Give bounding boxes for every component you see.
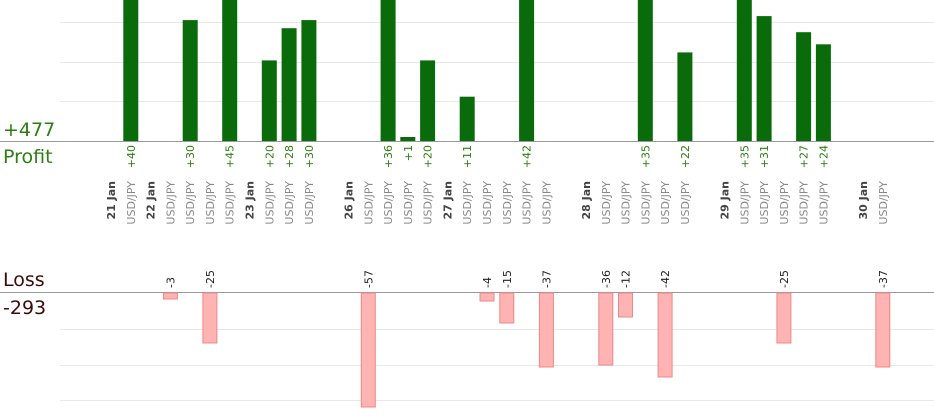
date-label: 29 Jan xyxy=(719,181,732,219)
pair-label: USD/JPY xyxy=(778,181,791,225)
pair-label: USD/JPY xyxy=(422,181,435,225)
pair-label: USD/JPY xyxy=(639,181,652,225)
pair-label: USD/JPY xyxy=(600,181,613,225)
loss-value-label: -57 xyxy=(362,270,375,288)
loss-bar xyxy=(657,292,673,378)
loss-value-label: -15 xyxy=(501,270,514,288)
profit-bar xyxy=(756,16,772,142)
profit-value-label: +45 xyxy=(224,145,237,168)
loss-bar xyxy=(360,292,376,408)
profit-bar xyxy=(736,0,752,141)
pair-label: USD/JPY xyxy=(283,181,296,225)
profit-bar xyxy=(796,32,812,142)
loss-bar xyxy=(618,292,633,318)
pair-label: USD/JPY xyxy=(263,181,276,225)
profit-bar xyxy=(123,0,139,141)
profit-bar xyxy=(519,0,535,141)
profit-bar xyxy=(222,0,238,141)
profit-value-label: +1 xyxy=(402,145,415,161)
profit-value-label: +20 xyxy=(263,145,276,168)
profit-value-label: +30 xyxy=(303,145,316,168)
loss-bar xyxy=(202,292,218,344)
profit-value-label: +42 xyxy=(521,145,534,168)
pair-label: USD/JPY xyxy=(620,181,633,225)
pair-label: USD/JPY xyxy=(501,181,514,225)
loss-bar xyxy=(479,292,495,302)
loss-value-label: -42 xyxy=(659,270,672,288)
date-label: 28 Jan xyxy=(580,181,593,219)
profit-value-label: +11 xyxy=(461,145,474,168)
loss-value-label: -4 xyxy=(481,277,494,288)
profit-value-label: +20 xyxy=(422,145,435,168)
pair-label: USD/JPY xyxy=(679,181,692,225)
profit-bar xyxy=(400,137,416,141)
profit-bar xyxy=(380,0,396,141)
loss-total: -293 xyxy=(3,297,46,319)
profit-value-label: +35 xyxy=(738,145,751,168)
pair-label: USD/JPY xyxy=(540,181,553,225)
pair-label: USD/JPY xyxy=(184,181,197,225)
loss-bar xyxy=(499,292,515,324)
pair-label: USD/JPY xyxy=(125,181,138,225)
profit-bar xyxy=(677,52,693,141)
pair-label: USD/JPY xyxy=(382,181,395,225)
loss-value-label: -37 xyxy=(540,270,553,288)
loss-value-label: -37 xyxy=(877,270,890,288)
profit-bar xyxy=(261,60,277,141)
pair-label: USD/JPY xyxy=(877,181,890,225)
pair-label: USD/JPY xyxy=(164,181,177,225)
profit-value-label: +28 xyxy=(283,145,296,168)
pair-label: USD/JPY xyxy=(402,181,415,225)
loss-value-label: -12 xyxy=(620,270,633,288)
pair-label: USD/JPY xyxy=(798,181,811,225)
profit-value-label: +24 xyxy=(817,145,830,168)
loss-value-label: -3 xyxy=(164,277,177,288)
profit-value-label: +36 xyxy=(382,145,395,168)
bars xyxy=(123,0,891,408)
loss-bar xyxy=(538,292,554,368)
loss-value-label: -25 xyxy=(204,270,217,288)
profit-label: Profit xyxy=(3,146,53,168)
profit-value-label: +40 xyxy=(125,145,138,168)
profit-value-label: +27 xyxy=(798,145,811,168)
profit-bar xyxy=(281,28,297,142)
profit-bar xyxy=(815,44,831,141)
date-label: 21 Jan xyxy=(105,181,118,219)
loss-bar xyxy=(776,292,792,344)
profit-bar xyxy=(637,0,653,141)
profit-value-label: +35 xyxy=(639,145,652,168)
pair-label: USD/JPY xyxy=(758,181,771,225)
labels: 21 Jan USD/JPY +40 22 Jan USD/JPY -3 USD/JPY +3… xyxy=(105,145,890,288)
date-label: 23 Jan xyxy=(244,181,257,219)
pair-label: USD/JPY xyxy=(521,181,534,225)
profit-value-label: +30 xyxy=(184,145,197,168)
pair-label: USD/JPY xyxy=(481,181,494,225)
pair-label: USD/JPY xyxy=(204,181,217,225)
profit-bar xyxy=(420,60,436,141)
date-label: 22 Jan xyxy=(145,181,158,219)
pair-label: USD/JPY xyxy=(659,181,672,225)
date-label: 26 Jan xyxy=(343,181,356,219)
loss-value-label: -36 xyxy=(600,270,613,288)
profit-value-label: +31 xyxy=(758,145,771,168)
date-label: 27 Jan xyxy=(441,181,454,219)
profit-value-label: +22 xyxy=(679,145,692,168)
date-label: 30 Jan xyxy=(857,181,870,219)
pair-label: USD/JPY xyxy=(461,181,474,225)
pair-label: USD/JPY xyxy=(224,181,237,225)
loss-value-label: -25 xyxy=(778,270,791,288)
profit-bar xyxy=(182,20,198,142)
loss-bar xyxy=(598,292,614,366)
pair-label: USD/JPY xyxy=(738,181,751,225)
pair-label: USD/JPY xyxy=(817,181,830,225)
loss-bar xyxy=(875,292,891,368)
profit-bar xyxy=(301,20,317,142)
pair-label: USD/JPY xyxy=(303,181,316,225)
profit-bar xyxy=(459,96,475,141)
loss-bar xyxy=(162,292,178,300)
loss-label: Loss xyxy=(3,269,45,291)
pair-label: USD/JPY xyxy=(362,181,375,225)
profit-total: +477 xyxy=(3,119,55,141)
